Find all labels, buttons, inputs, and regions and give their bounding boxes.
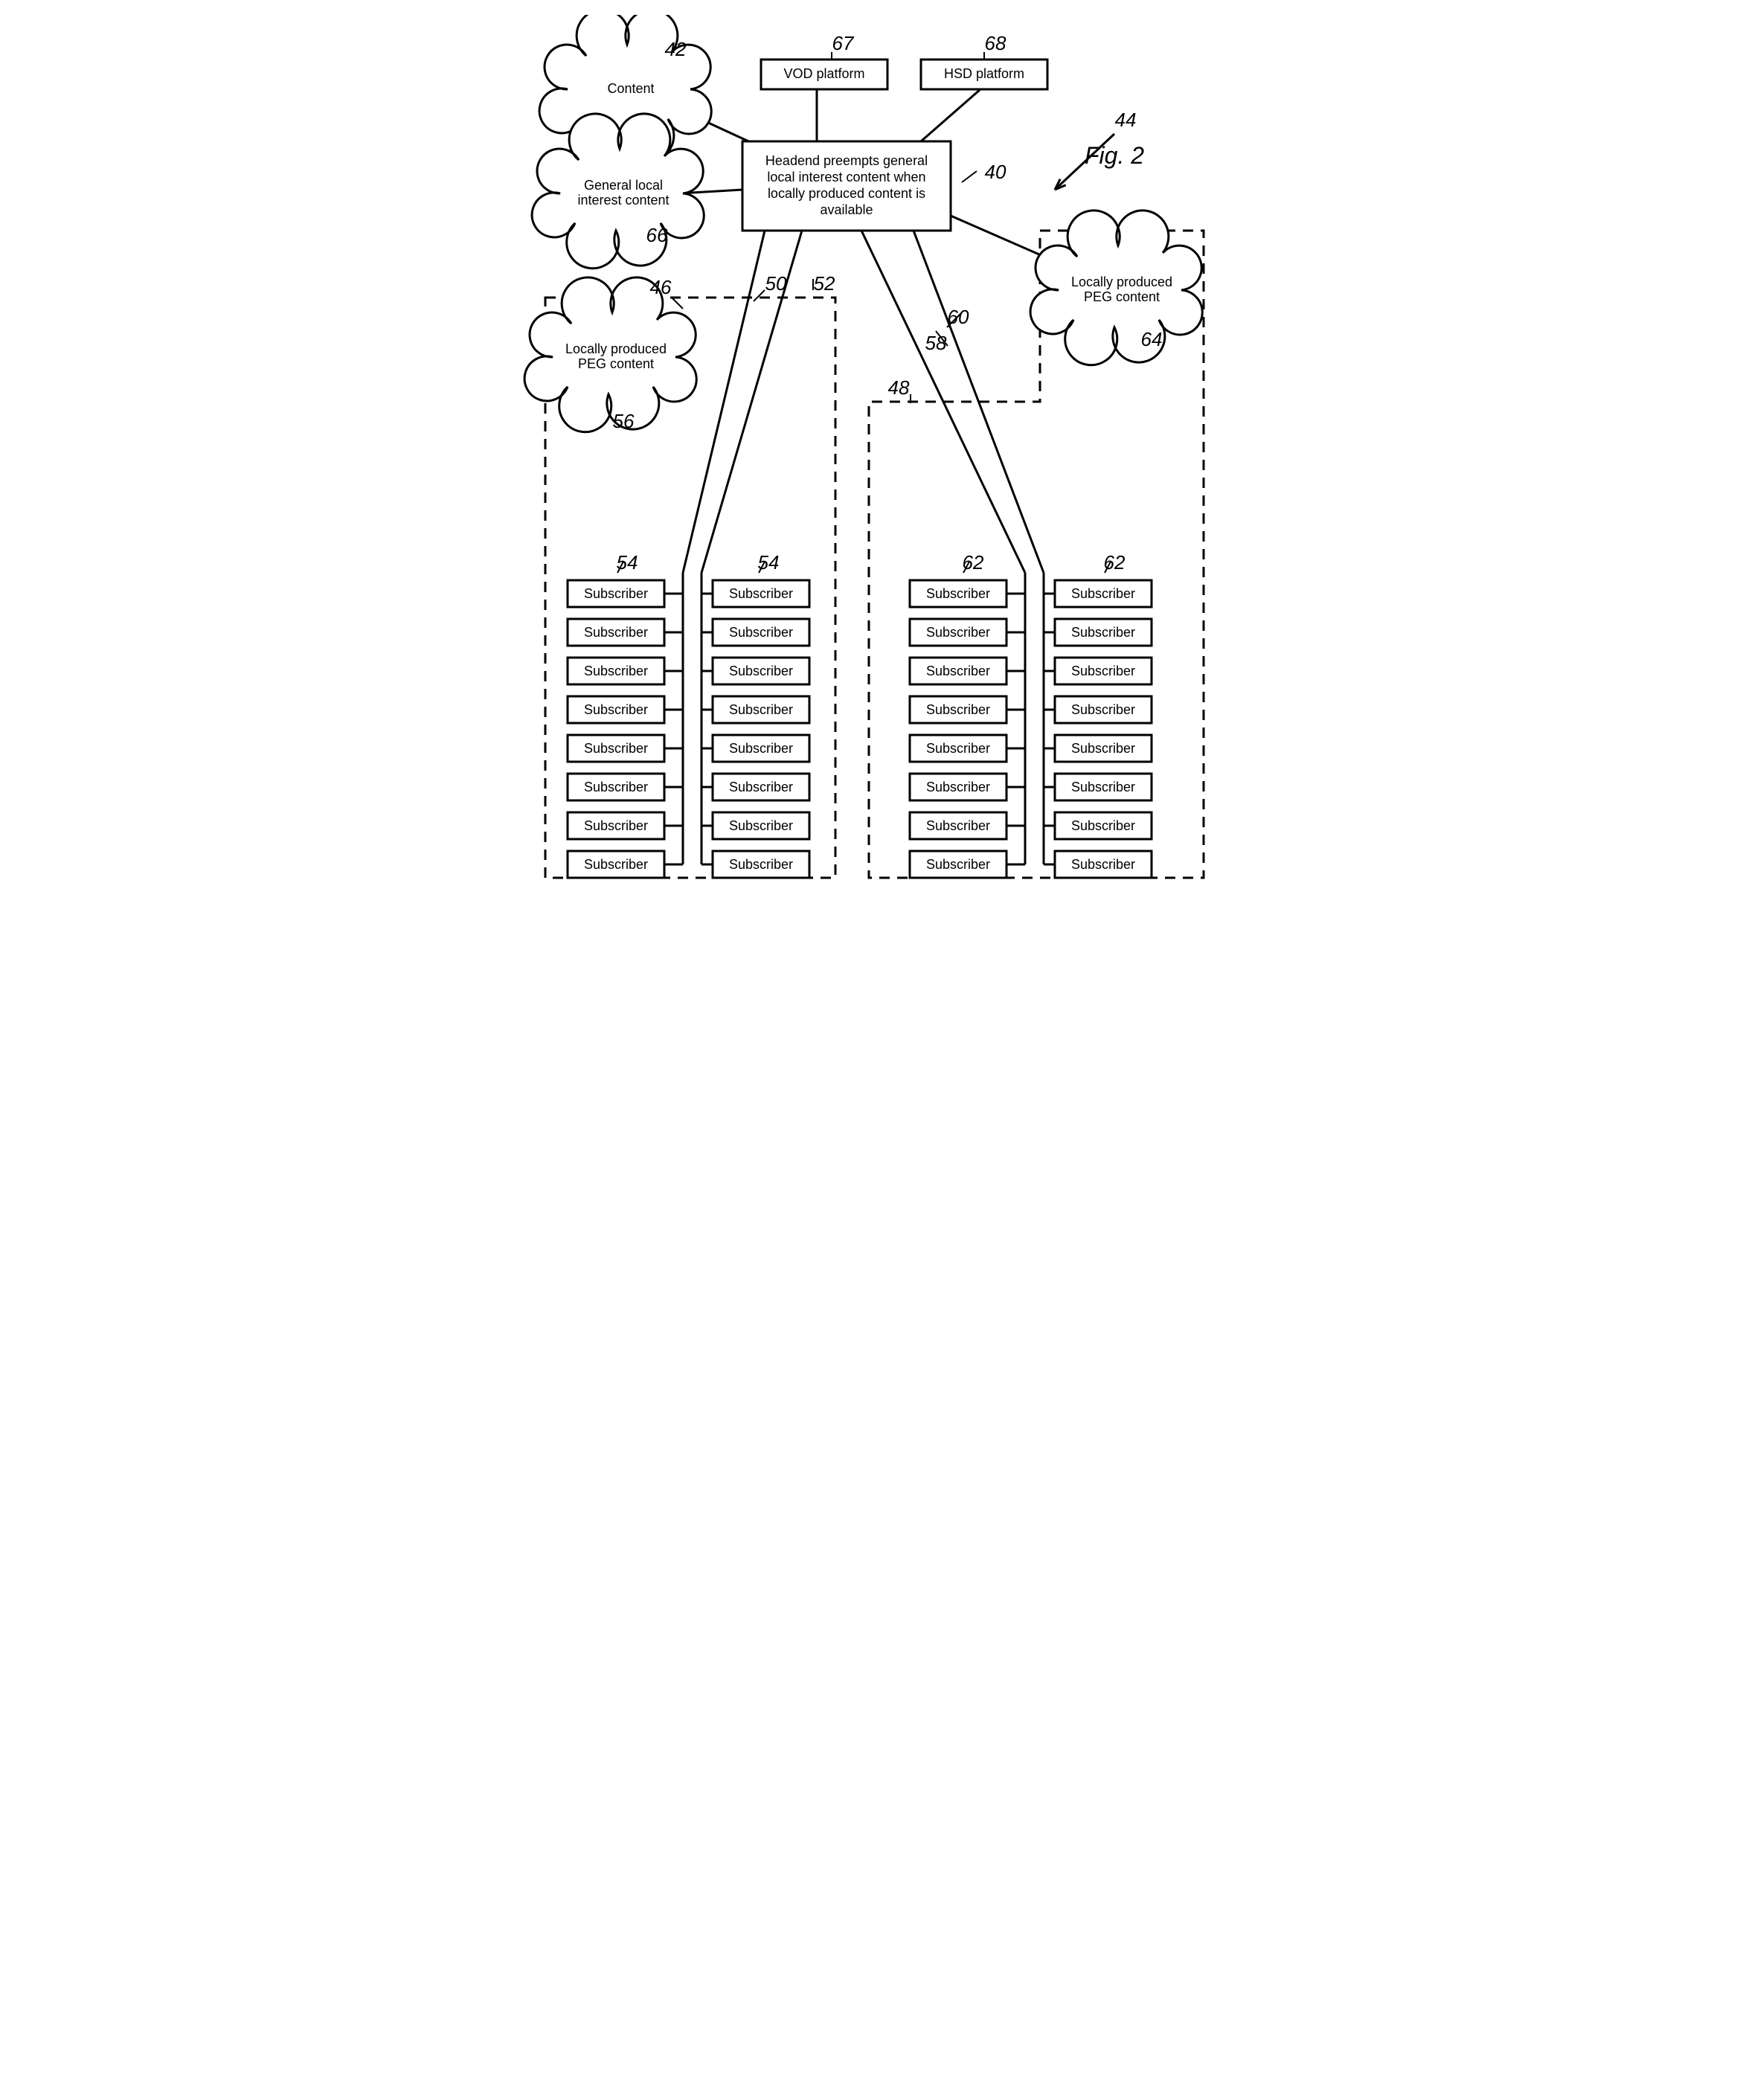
ref-54: 54	[616, 551, 638, 574]
ref-52: 52	[813, 272, 835, 295]
ref-tick-6	[754, 290, 765, 301]
subscriber-label: Subscriber	[1070, 664, 1134, 678]
ref-tick-4	[962, 171, 977, 182]
subscriber-label: Subscriber	[925, 702, 989, 717]
ref-68: 68	[984, 32, 1006, 54]
subscriber-label: Subscriber	[925, 818, 989, 833]
subscriber-label: Subscriber	[1070, 702, 1134, 717]
ref-62: 62	[962, 551, 983, 574]
subscriber-label: Subscriber	[728, 625, 792, 640]
ref-60: 60	[947, 306, 969, 328]
cloud-label-peg-right: Locally producedPEG content	[1070, 274, 1172, 304]
subscriber-label: Subscriber	[583, 586, 647, 601]
ref-48: 48	[887, 376, 909, 399]
cloud-label-peg-left: Locally producedPEG content	[565, 341, 666, 371]
subscriber-label: Subscriber	[583, 702, 647, 717]
subscriber-label: Subscriber	[925, 664, 989, 678]
subscriber-label: Subscriber	[728, 664, 792, 678]
subscriber-label: Subscriber	[728, 586, 792, 601]
ref-tick-5	[672, 298, 683, 309]
subscriber-label: Subscriber	[925, 586, 989, 601]
subscriber-label: Subscriber	[925, 625, 989, 640]
subscriber-label: Subscriber	[583, 625, 647, 640]
box-label-hsd: HSD platform	[943, 66, 1024, 81]
ref-44: 44	[1114, 109, 1136, 131]
subscriber-label: Subscriber	[1070, 741, 1134, 756]
subscriber-label: Subscriber	[728, 818, 792, 833]
box-label-vod: VOD platform	[783, 66, 864, 81]
subscriber-label: Subscriber	[1070, 780, 1134, 794]
subscriber-label: Subscriber	[1070, 586, 1134, 601]
subscriber-label: Subscriber	[583, 780, 647, 794]
ref-40: 40	[984, 161, 1006, 183]
subscriber-label: Subscriber	[728, 702, 792, 717]
ref-50: 50	[765, 272, 786, 295]
ref-46: 46	[649, 276, 671, 298]
diagram-canvas: Content General localinterest content Loca…	[504, 15, 1233, 900]
subscriber-label: Subscriber	[728, 780, 792, 794]
ref-62: 62	[1103, 551, 1125, 574]
subscriber-label: Subscriber	[583, 857, 647, 872]
figure-title: Fig. 2	[1085, 142, 1144, 169]
subscriber-label: Subscriber	[728, 741, 792, 756]
ref-66: 66	[646, 224, 667, 246]
subscriber-label: Subscriber	[925, 741, 989, 756]
subscriber-label: Subscriber	[1070, 625, 1134, 640]
subscriber-label: Subscriber	[1070, 857, 1134, 872]
subscriber-label: Subscriber	[583, 664, 647, 678]
ref-58: 58	[925, 332, 946, 354]
ref-67: 67	[832, 32, 854, 54]
ref-56: 56	[612, 410, 634, 432]
subscriber-label: Subscriber	[925, 857, 989, 872]
subscriber-label: Subscriber	[583, 741, 647, 756]
ref-54: 54	[757, 551, 779, 574]
cloud-label-general-local: General localinterest content	[577, 178, 669, 208]
subscriber-label: Subscriber	[1070, 818, 1134, 833]
subscriber-label: Subscriber	[728, 857, 792, 872]
edge-3	[921, 89, 980, 141]
subscriber-label: Subscriber	[925, 780, 989, 794]
ref-42: 42	[664, 38, 686, 60]
ref-64: 64	[1140, 328, 1162, 350]
subscriber-label: Subscriber	[583, 818, 647, 833]
cloud-label-content: Content	[607, 81, 654, 96]
